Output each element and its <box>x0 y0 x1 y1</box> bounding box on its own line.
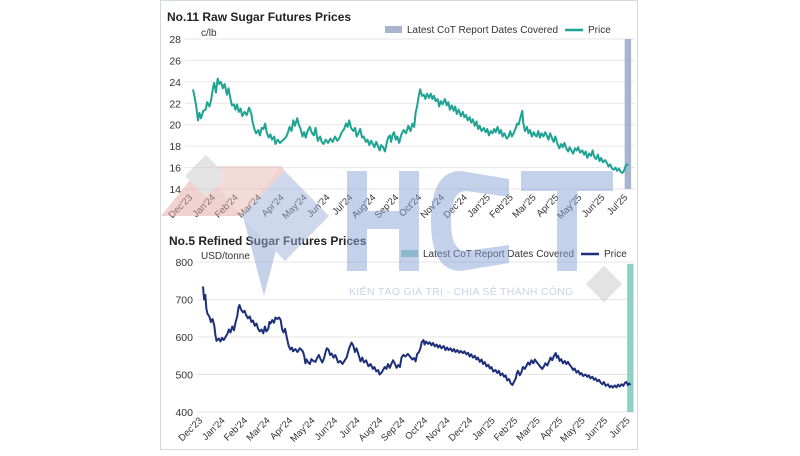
chart2-y-tick-label: 600 <box>175 332 193 344</box>
chart2-legend-line-label: Price <box>604 249 627 260</box>
chart1-y-tick-label: 16 <box>169 163 181 175</box>
chart2-x-tick-label: May'25 <box>558 415 587 444</box>
chart1-legend-band-label: Latest CoT Report Dates Covered <box>407 25 558 36</box>
chart1-y-tick-label: 14 <box>169 184 181 196</box>
chart1-y-tick-label: 20 <box>169 120 181 132</box>
chart2-x-tick-label: Feb'25 <box>492 415 520 443</box>
chart2-x-tick-label: Jan'25 <box>470 415 497 442</box>
chart2-x-tick-label: Dec'24 <box>447 415 475 443</box>
chart2-x-tick-label: Jan'24 <box>200 415 227 442</box>
charts-panel: No.11 Raw Sugar Futures Prices c/lb Late… <box>160 0 638 450</box>
chart1-x-tick-label: Mar'25 <box>511 192 539 220</box>
chart1-y-tick-label: 18 <box>169 141 181 153</box>
chart2-x-tick-label: Jun'24 <box>313 415 340 442</box>
chart1-y-tick-label: 22 <box>169 98 181 110</box>
hct-watermark <box>161 154 623 303</box>
chart1-title: No.11 Raw Sugar Futures Prices <box>167 10 351 24</box>
charts-svg: No.11 Raw Sugar Futures Prices c/lb Late… <box>161 10 635 445</box>
chart1-cot-band-layer <box>624 39 632 189</box>
chart1-x-tick-label: Feb'25 <box>488 192 516 220</box>
chart2-y-tick-label: 800 <box>175 257 193 269</box>
watermark-blue-diamond-icon <box>241 171 329 261</box>
chart2-series-price-line <box>202 286 632 389</box>
chart2-ylabel: USD/tonne <box>201 251 250 262</box>
chart2-x-tick-label: Nov'24 <box>424 415 452 443</box>
chart2-x-tick-label: Mar'25 <box>515 415 543 443</box>
chart1-x-tick-label: Jun'25 <box>580 192 607 219</box>
chart1-y-tick-label: 28 <box>169 34 181 46</box>
chart1-legend-band-swatch <box>385 26 402 33</box>
chart2-x-tick-label: Sep'24 <box>379 415 407 443</box>
chart1-y-axis: 14 16 18 20 22 24 26 28 <box>169 34 181 196</box>
chart1-x-tick-label: Jul'25 <box>605 192 630 217</box>
chart1-y-tick-label: 24 <box>169 77 181 89</box>
chart1-legend-line-label: Price <box>588 25 611 36</box>
chart1-y-tick-label: 26 <box>169 55 181 67</box>
chart2-y-axis: 400 500 600 700 800 <box>175 257 193 419</box>
chart1-x-tick-label: Jan'25 <box>465 192 492 219</box>
chart2-x-tick-label: Jul'25 <box>607 415 632 440</box>
chart2-y-tick-label: 400 <box>175 407 193 419</box>
watermark-logo-letters-icon <box>347 171 613 271</box>
chart2-series-layer <box>202 286 632 389</box>
chart1-series-price-line <box>192 77 629 174</box>
watermark-gray-diamond-icon <box>184 154 228 198</box>
chart1-cot-band <box>624 39 632 189</box>
chart2-y-tick-label: 500 <box>175 370 193 382</box>
chart2-cot-band-layer <box>627 263 634 412</box>
chart2-x-tick-label: Mar'24 <box>245 415 273 443</box>
chart2-x-tick-label: Feb'24 <box>222 415 250 443</box>
chart1-series-layer <box>192 77 629 174</box>
chart2-x-tick-label: Dec'23 <box>177 415 205 443</box>
chart2-x-tick-label: Aug'24 <box>357 415 385 443</box>
chart1-ylabel: c/lb <box>201 28 217 39</box>
chart2-x-axis: Dec'23Jan'24Feb'24Mar'24Apr'24May'24Jun'… <box>177 415 633 444</box>
chart1-legend: Latest CoT Report Dates Covered Price <box>385 25 611 36</box>
watermark-gray-diamond-right-icon <box>585 265 623 303</box>
chart2-cot-band <box>627 263 634 412</box>
chart2-y-tick-label: 700 <box>175 295 193 307</box>
chart2-x-tick-label: May'24 <box>288 415 317 444</box>
watermark-slogan: KIẾN TẠO GIÁ TRỊ - CHIA SẺ THÀNH CÔNG <box>349 285 574 298</box>
chart2-x-tick-label: Jun'25 <box>583 415 610 442</box>
